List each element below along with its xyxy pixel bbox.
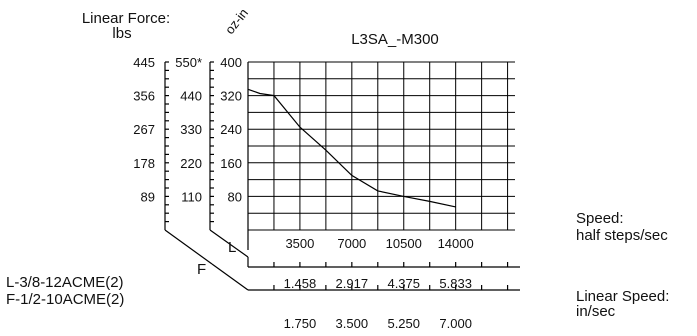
linear-force-tick-label: 178 [133,156,155,171]
torque-tick-label: 160 [220,156,242,171]
linear-force-star-tick-label: 330 [180,122,202,137]
speed-unit-label: half steps/sec [576,227,668,244]
torque-curve [247,88,456,208]
perspective-line-upper [164,229,213,265]
torque-tick-label: 240 [220,122,242,137]
speed-tick-label: 14000 [438,236,474,251]
linear-force-lbs-ticks: 445 356 267 178 89 [133,55,155,204]
linear-force-star-ticks: 550* 440 330 220 110 [175,55,202,204]
torque-unit-label: oz-in [222,6,251,37]
linear-speed-unit-label: in/sec [576,303,616,320]
f-axis-tick-label: 1.750 [284,316,317,331]
l-axis-tick-label: 4.375 [387,276,420,291]
torque-tick-label: 400 [220,55,242,70]
l-axis-tick-label: 1.458 [284,276,317,291]
plot-grid [248,61,515,231]
torque-tick-label: 320 [220,89,242,104]
torque-oz-in-ticks: 400 320 240 160 80 [220,55,242,204]
screw-legend-l: L-3/8-12ACME(2) [6,274,124,291]
torque-tick-label: 80 [228,189,242,204]
f-axis-ticks: 1.750 3.500 5.250 7.000 [273,285,509,331]
left-axis-ticks [165,61,214,223]
speed-tick-label: 10500 [386,236,422,251]
f-axis-tick-label: 3.500 [336,316,369,331]
linear-force-tick-label: 89 [141,189,155,204]
speed-axis-ticks: 3500 7000 10500 14000 [285,236,473,251]
linear-speed-label: Linear Speed: [576,288,669,305]
f-axis-tick-label: 5.250 [387,316,420,331]
linear-force-star-tick-label: 110 [181,189,202,204]
speed-tick-label: 7000 [337,236,366,251]
l-axis-tick-label: 5.833 [439,276,472,291]
speed-label: Speed: [576,210,624,227]
chart-title: L3SA_-M300 [351,31,439,48]
l-axis-ticks: 1.458 2.917 4.375 5.833 [273,262,509,291]
screw-legend-f: F-1/2-10ACME(2) [6,291,124,308]
f-axis-tick-label: 7.000 [439,316,472,331]
linear-force-label: Linear Force: [82,10,170,27]
perspective-line-lower [209,229,249,258]
linear-force-tick-label: 445 [133,55,155,70]
linear-force-star-tick-label: 440 [180,89,202,104]
linear-force-star-tick-label: 550* [175,55,202,70]
l-axis-tick-label: 2.917 [336,276,369,291]
f-axis-letter: F [197,261,206,278]
f-axis-diagonal [211,263,249,291]
l-axis-letter: L [228,239,236,256]
speed-tick-label: 3500 [285,236,314,251]
linear-force-tick-label: 356 [133,89,155,104]
linear-force-unit-label: lbs [112,25,131,42]
linear-force-tick-label: 267 [133,122,155,137]
linear-force-star-tick-label: 220 [180,156,202,171]
